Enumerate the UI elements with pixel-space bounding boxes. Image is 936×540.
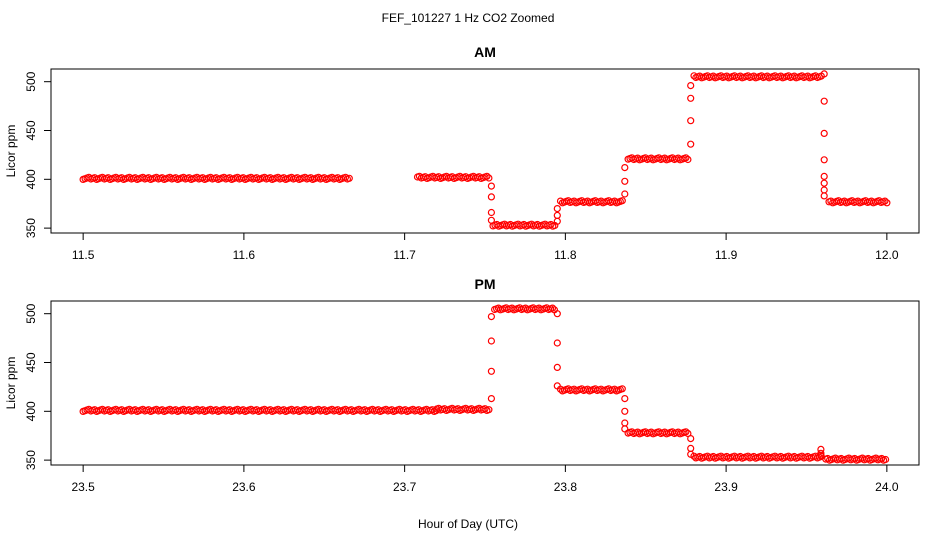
data-point xyxy=(687,450,695,458)
data-point xyxy=(621,395,629,403)
am-plot-frame xyxy=(50,68,920,234)
data-point xyxy=(621,407,629,415)
data-point xyxy=(878,454,886,463)
pm-y-axis: 350 400 450 500 xyxy=(24,303,52,470)
x-tick-label: 11.7 xyxy=(393,248,416,262)
data-point xyxy=(820,97,828,105)
x-tick-label: 24.0 xyxy=(875,480,899,494)
x-tick-label: 23.7 xyxy=(393,480,417,494)
pm-x-axis: 23.5 23.6 23.7 23.8 23.9 24.0 xyxy=(71,464,899,494)
data-point xyxy=(820,129,828,137)
data-point xyxy=(621,190,629,198)
x-tick-label: 11.6 xyxy=(233,248,256,262)
data-point xyxy=(483,172,491,180)
data-point xyxy=(547,220,555,229)
data-point xyxy=(820,172,828,180)
x-tick-label: 11.9 xyxy=(715,248,738,262)
data-point xyxy=(687,435,695,443)
am-x-axis: 11.5 11.6 11.7 11.8 11.9 12.0 xyxy=(72,232,899,262)
data-point xyxy=(817,451,825,459)
data-point xyxy=(553,363,561,371)
am-ylabel: Licor ppm xyxy=(4,125,18,178)
x-tick-label: 11.8 xyxy=(554,248,577,262)
data-point xyxy=(487,313,495,321)
data-point xyxy=(345,174,353,182)
x-tick-label: 23.5 xyxy=(71,480,95,494)
data-point xyxy=(881,197,889,205)
x-tick-label: 23.9 xyxy=(714,480,738,494)
data-point xyxy=(881,455,890,464)
data-point xyxy=(553,310,561,318)
data-point xyxy=(687,117,695,125)
data-point xyxy=(682,154,690,162)
y-tick-label: 450 xyxy=(24,352,38,372)
data-point xyxy=(487,216,495,224)
data-point xyxy=(820,179,828,187)
data-point xyxy=(687,140,695,148)
am-title: AM xyxy=(474,44,496,60)
data-point xyxy=(553,382,561,390)
y-tick-label: 400 xyxy=(24,169,38,189)
data-point xyxy=(487,208,495,217)
y-tick-label: 350 xyxy=(24,450,38,470)
data-point xyxy=(485,174,493,182)
data-point xyxy=(428,406,436,414)
y-tick-label: 450 xyxy=(24,120,38,140)
y-tick-label: 500 xyxy=(24,303,38,323)
data-point xyxy=(820,192,828,200)
data-point xyxy=(820,70,828,78)
data-point xyxy=(487,367,495,375)
data-point xyxy=(548,304,557,312)
data-point xyxy=(618,197,626,205)
x-tick-label: 12.0 xyxy=(875,248,899,262)
data-point xyxy=(487,182,495,190)
data-point xyxy=(682,428,690,436)
data-point xyxy=(553,339,561,347)
y-tick-label: 400 xyxy=(24,401,38,421)
figure-xlabel: Hour of Day (UTC) xyxy=(418,517,518,531)
pm-points xyxy=(79,304,890,464)
pm-plot-frame xyxy=(50,300,920,466)
data-point xyxy=(621,177,629,185)
data-point xyxy=(487,337,495,345)
data-point xyxy=(621,419,629,427)
data-point xyxy=(687,94,695,102)
data-point xyxy=(553,205,561,213)
data-point xyxy=(618,385,626,393)
data-point xyxy=(687,444,695,452)
pm-ylabel: Licor ppm xyxy=(4,357,18,410)
data-point xyxy=(487,193,495,201)
am-points xyxy=(79,70,891,230)
x-tick-label: 23.8 xyxy=(554,480,578,494)
pm-title: PM xyxy=(475,276,496,292)
data-point xyxy=(553,211,561,219)
data-point xyxy=(820,156,828,164)
y-tick-label: 350 xyxy=(24,218,38,238)
data-point xyxy=(820,186,828,194)
data-point xyxy=(684,155,692,164)
data-point xyxy=(883,199,891,207)
figure-suptitle: FEF_101227 1 Hz CO2 Zoomed xyxy=(382,11,555,25)
data-point xyxy=(687,81,695,90)
data-point xyxy=(621,425,629,433)
x-tick-label: 23.6 xyxy=(232,480,256,494)
data-point xyxy=(341,173,350,181)
data-point xyxy=(487,395,495,403)
am-y-axis: 350 400 450 500 xyxy=(24,71,52,238)
data-point xyxy=(621,164,629,172)
y-tick-label: 500 xyxy=(24,71,38,91)
data-point xyxy=(485,406,493,414)
x-tick-label: 11.5 xyxy=(72,248,95,262)
data-point xyxy=(481,405,489,413)
